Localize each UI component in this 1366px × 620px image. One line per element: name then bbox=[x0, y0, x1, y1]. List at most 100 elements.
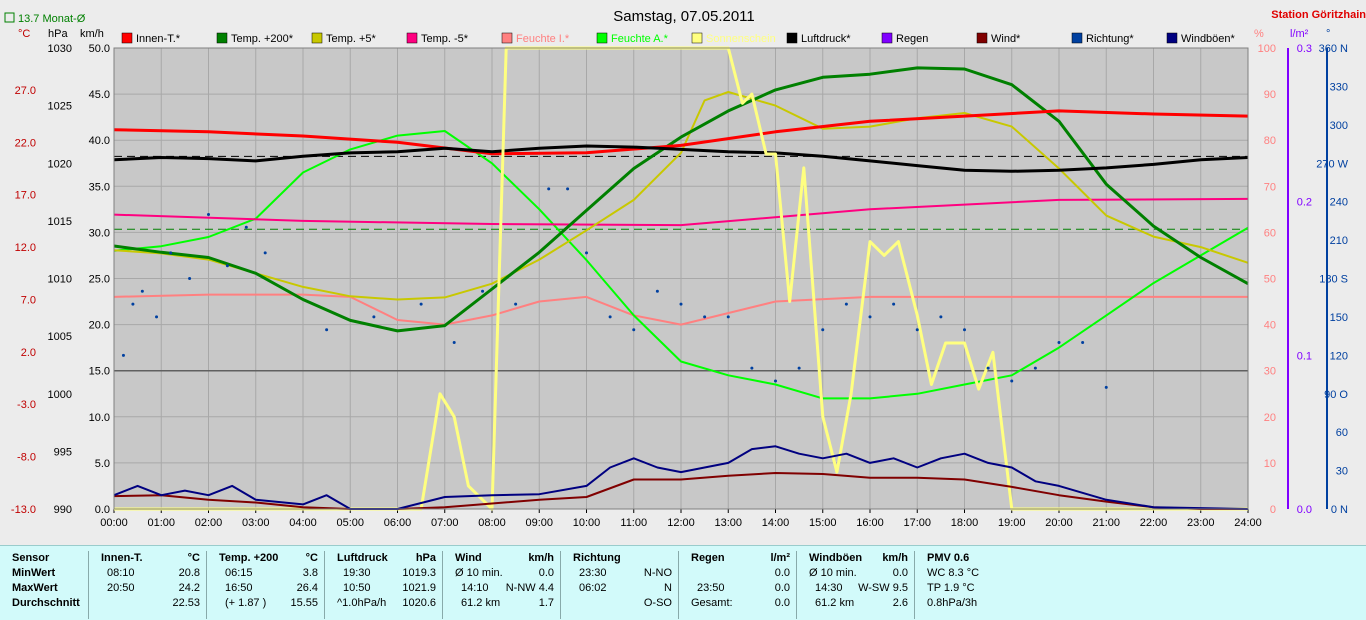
tick-label-time: 06:00 bbox=[384, 517, 412, 529]
direction-point bbox=[868, 315, 872, 319]
monthly-avg-label: 13.7 Monat-Ø bbox=[18, 13, 86, 25]
stats-temp200-max-value: 26.4 bbox=[296, 582, 318, 594]
legend-swatch bbox=[881, 32, 893, 44]
stats-sensor-header: Sensor bbox=[12, 552, 50, 564]
stats-regen-total-value: 0.0 bbox=[774, 597, 790, 609]
legend-label: Wind* bbox=[991, 33, 1021, 45]
stats-richtung-column: Richtung 23:30 N-NO 06:02 N O-SO bbox=[560, 551, 678, 619]
tick-label-direction: 270 W bbox=[1316, 158, 1348, 170]
tick-label-direction: 180 S bbox=[1319, 274, 1348, 286]
tick-label-time: 08:00 bbox=[478, 517, 506, 529]
stats-regen-min-value: 0.0 bbox=[774, 567, 790, 579]
direction-point bbox=[121, 353, 125, 357]
series-feuchte-i-line bbox=[113, 293, 1248, 326]
tick-label-time: 18:00 bbox=[951, 517, 979, 529]
direction-point bbox=[1081, 341, 1085, 345]
direction-point bbox=[372, 315, 376, 319]
direction-point bbox=[632, 328, 636, 332]
tick-label-percent: 70 bbox=[1264, 181, 1276, 193]
direction-point bbox=[726, 315, 730, 319]
tick-label-time: 03:00 bbox=[242, 517, 270, 529]
chart-title: Samstag, 07.05.2011 bbox=[613, 8, 755, 25]
tick-label-rain: 0.2 bbox=[1297, 197, 1312, 209]
legend-swatch bbox=[216, 32, 228, 44]
stats-wind-avg-note: 61.2 km bbox=[461, 597, 501, 609]
tick-label-time: 14:00 bbox=[762, 517, 790, 529]
stats-richtung-avg-value: O-SO bbox=[643, 597, 672, 609]
direction-point bbox=[1057, 341, 1061, 345]
tick-label-percent: 80 bbox=[1264, 135, 1276, 147]
tick-label-direction: 60 bbox=[1336, 427, 1348, 439]
tick-label-pressure: 1020 bbox=[48, 158, 72, 170]
tick-label-direction: 240 bbox=[1330, 197, 1348, 209]
direction-point bbox=[1033, 366, 1037, 370]
direction-point bbox=[452, 341, 456, 345]
tick-label-wind: 30.0 bbox=[89, 227, 110, 239]
tick-label-time: 05:00 bbox=[336, 517, 364, 529]
direction-point bbox=[774, 379, 777, 383]
direction-point bbox=[655, 289, 659, 293]
tick-label-time: 02:00 bbox=[195, 517, 223, 529]
direction-point bbox=[244, 225, 248, 229]
direction-point bbox=[750, 366, 754, 370]
legend-label: Temp. -5* bbox=[421, 33, 469, 45]
tick-label-time: 19:00 bbox=[998, 517, 1026, 529]
stats-windboeen-unit: km/h bbox=[882, 552, 908, 564]
tick-label-time: 17:00 bbox=[903, 517, 931, 529]
stats-richtung-max-time: 06:02 bbox=[579, 582, 607, 594]
tick-label-pressure: 990 bbox=[54, 504, 72, 516]
series-temp-5-line bbox=[113, 91, 1249, 301]
legend-swatch bbox=[786, 32, 798, 44]
stats-regen-max-value: 0.0 bbox=[774, 582, 790, 594]
tick-label-time: 00:00 bbox=[100, 517, 128, 529]
tick-label-pressure: 1030 bbox=[48, 43, 72, 55]
monthly-avg-marker bbox=[4, 12, 15, 23]
tick-label-time: 07:00 bbox=[431, 517, 459, 529]
tick-label-pressure: 1025 bbox=[48, 101, 72, 113]
legend-swatch bbox=[311, 32, 323, 44]
legend-label: Richtung* bbox=[1086, 33, 1134, 45]
stats-richtung-header: Richtung bbox=[573, 552, 621, 564]
tick-label-percent: 40 bbox=[1264, 320, 1276, 332]
legend-swatch bbox=[406, 32, 418, 44]
direction-point bbox=[939, 315, 943, 319]
stats-regen-column: Regen l/m² 0.0 23:50 0.0 Gesamt: 0.0 bbox=[678, 551, 796, 619]
unit-pct: % bbox=[1254, 28, 1264, 40]
stats-luftdruck-max-value: 1021.9 bbox=[402, 582, 436, 594]
tick-label-temp: -3.0 bbox=[17, 399, 36, 411]
tick-label-percent: 90 bbox=[1264, 89, 1276, 101]
tick-label-time: 15:00 bbox=[809, 517, 837, 529]
direction-point bbox=[325, 328, 329, 332]
tick-label-time: 04:00 bbox=[289, 517, 317, 529]
stats-regen-unit: l/m² bbox=[770, 552, 790, 564]
stats-wind-unit: km/h bbox=[528, 552, 554, 564]
unit-degc: °C bbox=[18, 28, 30, 40]
stats-regen-max-time: 23:50 bbox=[697, 582, 725, 594]
stats-richtung-max-value: N bbox=[664, 582, 672, 594]
legend-swatch bbox=[596, 32, 608, 44]
stats-windboeen-avg-value: 2.6 bbox=[892, 597, 908, 609]
tick-label-pressure: 1000 bbox=[48, 389, 72, 401]
tick-label-percent: 20 bbox=[1264, 412, 1276, 424]
tick-label-time: 01:00 bbox=[147, 517, 175, 529]
direction-point bbox=[481, 289, 485, 293]
legend-label: Luftdruck* bbox=[801, 33, 851, 45]
stats-innen-max-value: 24.2 bbox=[178, 582, 200, 594]
stats-windboeen-min-value: 0.0 bbox=[892, 567, 908, 579]
stats-innen-avg-value: 22.53 bbox=[172, 597, 200, 609]
tick-label-temp: -13.0 bbox=[11, 504, 36, 516]
tick-label-time: 09:00 bbox=[525, 517, 553, 529]
tick-label-percent: 50 bbox=[1264, 274, 1276, 286]
tick-label-percent: 30 bbox=[1264, 366, 1276, 378]
statistics-panel: Sensor MinWert MaxWert Durchschnitt Inne… bbox=[0, 545, 1366, 620]
tick-label-time: 12:00 bbox=[667, 517, 695, 529]
stats-pmv-trend: 0.8hPa/3h bbox=[927, 597, 978, 609]
tick-label-temp: 22.0 bbox=[15, 137, 36, 149]
stats-richtung-min-value: N-NO bbox=[643, 567, 672, 579]
stats-temp200-avg-value: 15.55 bbox=[290, 597, 318, 609]
tick-label-wind: 0.0 bbox=[95, 504, 110, 516]
tick-label-wind: 50.0 bbox=[89, 43, 110, 55]
legend-swatch bbox=[976, 32, 988, 44]
legend-label: Feuchte I.* bbox=[516, 33, 570, 45]
legend-label: Regen bbox=[896, 33, 928, 45]
